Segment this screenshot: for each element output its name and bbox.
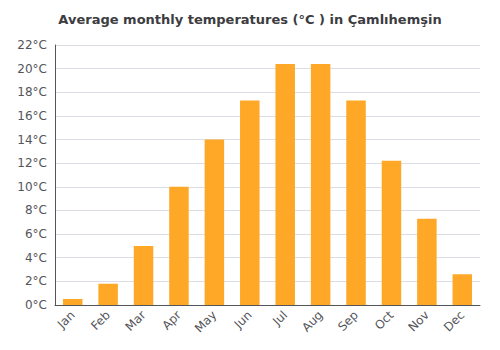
- svg-text:Sep: Sep: [335, 308, 361, 334]
- svg-text:14°C: 14°C: [17, 133, 47, 147]
- svg-text:6°C: 6°C: [25, 227, 47, 241]
- svg-text:Mar: Mar: [123, 308, 149, 334]
- svg-text:Jan: Jan: [54, 308, 78, 332]
- svg-text:Aug: Aug: [299, 308, 325, 334]
- svg-text:Oct: Oct: [372, 308, 397, 333]
- svg-text:10°C: 10°C: [17, 180, 47, 194]
- svg-text:Jun: Jun: [231, 308, 255, 332]
- svg-text:0°C: 0°C: [25, 298, 47, 312]
- svg-text:22°C: 22°C: [17, 38, 47, 52]
- svg-text:20°C: 20°C: [17, 62, 47, 76]
- svg-text:16°C: 16°C: [17, 109, 47, 123]
- svg-text:Feb: Feb: [88, 308, 113, 333]
- svg-text:2°C: 2°C: [25, 274, 47, 288]
- svg-text:Jul: Jul: [269, 308, 290, 329]
- svg-text:18°C: 18°C: [17, 85, 47, 99]
- svg-text:4°C: 4°C: [25, 251, 47, 265]
- svg-text:Nov: Nov: [405, 308, 431, 334]
- svg-text:8°C: 8°C: [25, 203, 47, 217]
- svg-text:12°C: 12°C: [17, 156, 47, 170]
- svg-text:Apr: Apr: [159, 308, 184, 333]
- svg-text:Dec: Dec: [441, 308, 467, 334]
- svg-text:Average monthly temperatures (: Average monthly temperatures (°C ) in Ça…: [58, 12, 441, 27]
- svg-text:May: May: [192, 308, 219, 335]
